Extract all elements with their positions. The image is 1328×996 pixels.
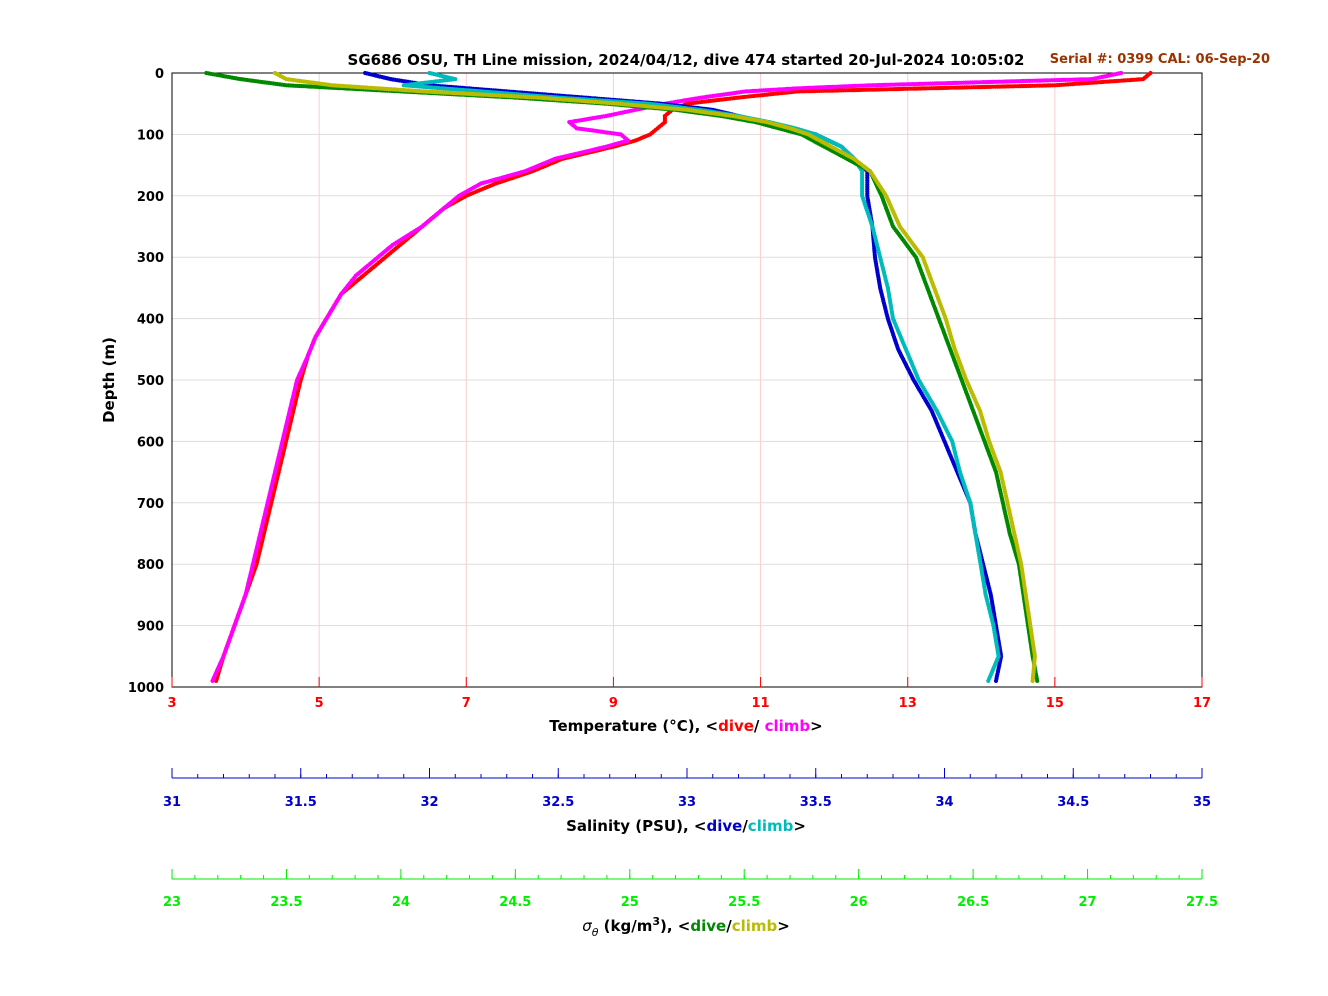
- y-tick-label: 800: [137, 558, 164, 573]
- density-tick-label: 26: [850, 895, 868, 910]
- dens_climb-point: [1030, 678, 1035, 684]
- temperature-tick-label: 17: [1193, 696, 1211, 711]
- temperature-tick-label: 3: [167, 696, 176, 711]
- temperature-tick-label: 11: [752, 696, 770, 711]
- series-temp_dive: [214, 70, 1153, 684]
- temperature-axis-title: Temperature (°C), <dive/ climb>: [549, 717, 823, 735]
- density-tick-label: 27.5: [1186, 895, 1218, 910]
- salinity-axis-title: Salinity (PSU), <dive/climb>: [566, 817, 806, 835]
- density-tick-label: 23.5: [270, 895, 302, 910]
- density-tick-label: 25: [621, 895, 639, 910]
- temp_climb-point: [210, 678, 215, 684]
- temperature-tick-label: 13: [899, 696, 917, 711]
- density-tick-label: 24: [392, 895, 410, 910]
- y-tick-label: 1000: [128, 681, 164, 696]
- series-sal_dive: [363, 70, 1004, 684]
- salinity-tick-label: 31.5: [285, 795, 317, 810]
- y-tick-label: 500: [137, 374, 164, 389]
- y-tick-label: 100: [137, 128, 164, 143]
- density-axis-title: σθ (kg/m3), <dive/climb>: [582, 915, 790, 939]
- data-points: [204, 70, 1153, 684]
- y-tick-label: 900: [137, 620, 164, 635]
- y-tick-label: 400: [137, 313, 164, 328]
- salinity-tick-label: 34: [935, 795, 953, 810]
- salinity-tick-label: 33.5: [800, 795, 832, 810]
- temperature-tick-label: 5: [315, 696, 324, 711]
- grid-lines: [172, 72, 1202, 688]
- density-tick-label: 26.5: [957, 895, 989, 910]
- chart-title: SG686 OSU, TH Line mission, 2024/04/12, …: [348, 51, 1025, 69]
- y-tick-label: 0: [155, 67, 164, 82]
- density-tick-label: 25.5: [728, 895, 760, 910]
- salinity-tick-label: 32: [420, 795, 438, 810]
- salinity-tick-label: 34.5: [1057, 795, 1089, 810]
- salinity-tick-label: 32.5: [542, 795, 574, 810]
- salinity-tick-label: 35: [1193, 795, 1211, 810]
- sal_climb-point: [986, 678, 991, 684]
- density-tick-label: 27: [1079, 895, 1097, 910]
- sal_dive-point: [993, 678, 999, 684]
- serial-annotation: Serial #: 0399 CAL: 06-Sep-20: [1050, 52, 1270, 67]
- y-axis-title: Depth (m): [100, 337, 118, 423]
- salinity-tick-label: 31: [163, 795, 181, 810]
- series-dens_climb: [272, 70, 1037, 684]
- plot-area: [171, 72, 1203, 688]
- temperature-tick-label: 15: [1046, 696, 1064, 711]
- dens_dive-point: [1035, 678, 1040, 684]
- temperature-tick-label: 9: [609, 696, 618, 711]
- y-tick-label: 700: [137, 497, 164, 512]
- density-tick-label: 24.5: [499, 895, 531, 910]
- temperature-tick-label: 7: [462, 696, 471, 711]
- y-tick-label: 300: [137, 251, 164, 266]
- density-tick-label: 23: [163, 895, 181, 910]
- y-tick-label: 200: [137, 190, 164, 205]
- y-tick-label: 600: [137, 435, 164, 450]
- salinity-tick-label: 33: [678, 795, 696, 810]
